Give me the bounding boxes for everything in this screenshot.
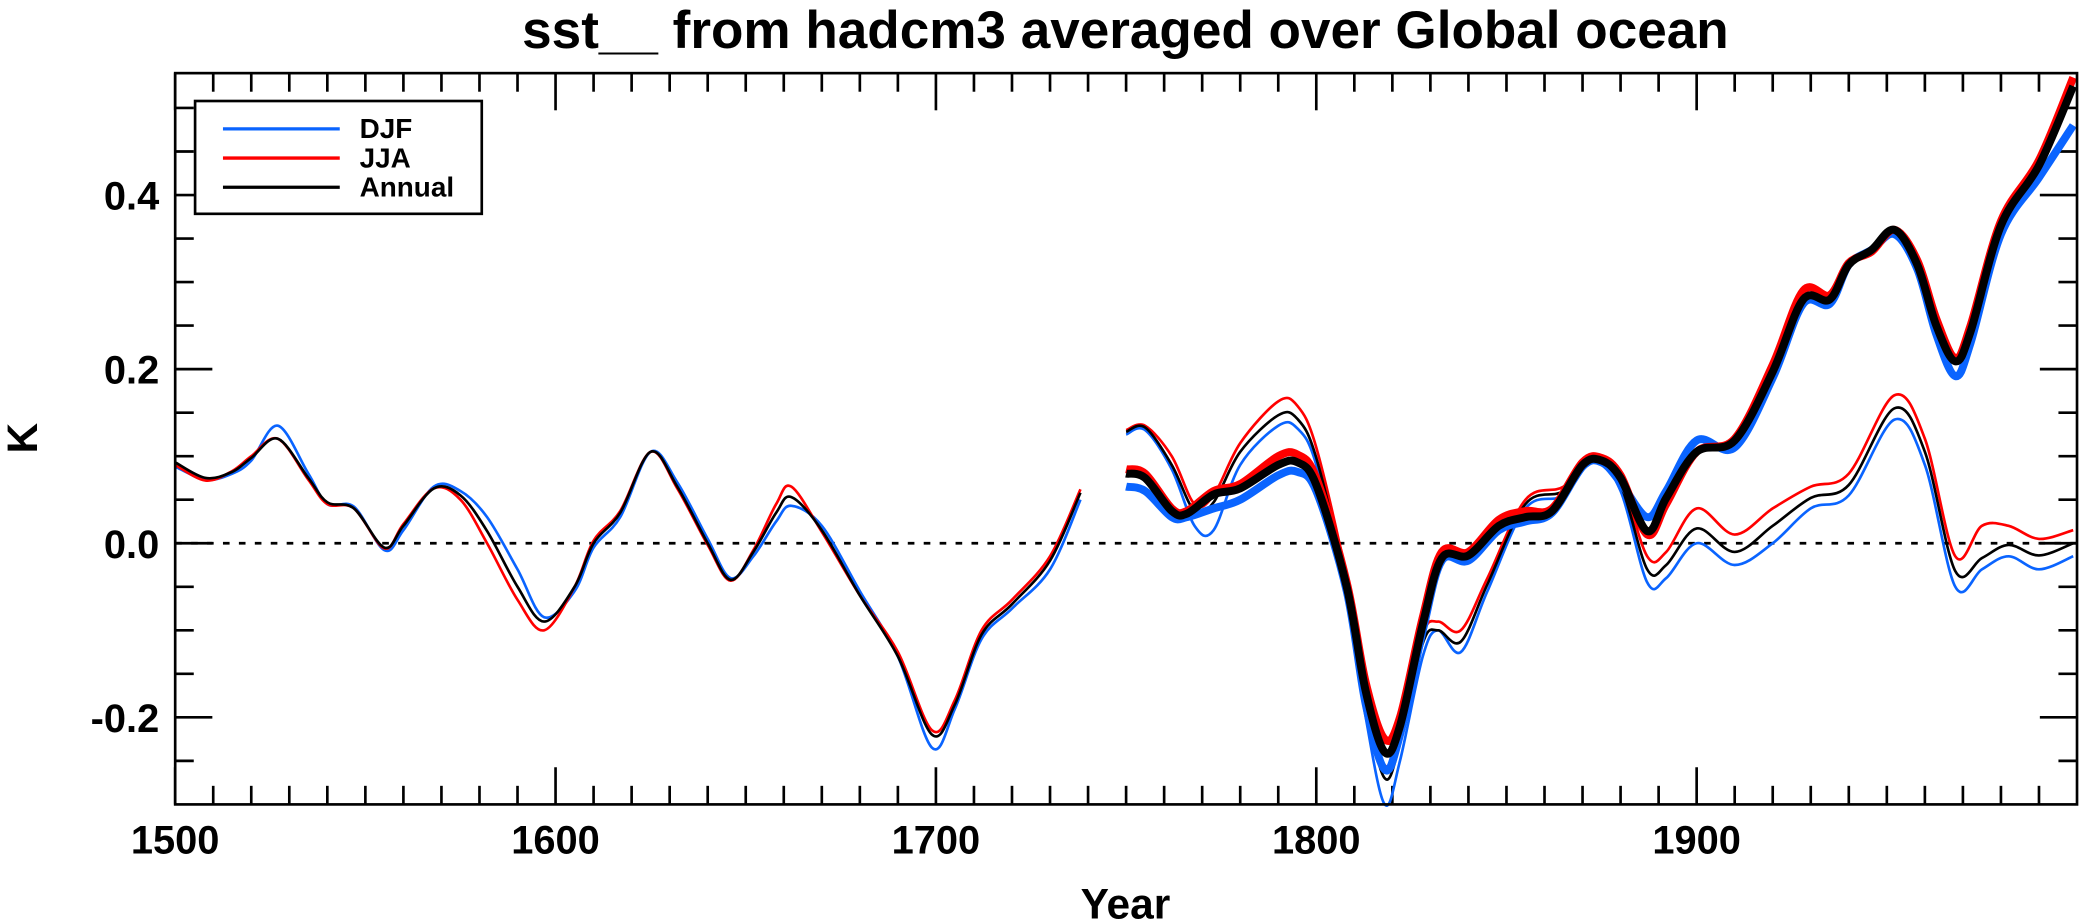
x-tick-label: 1700 — [892, 819, 981, 863]
x-tick-label: 1800 — [1272, 819, 1361, 863]
y-tick-label: -0.2 — [91, 697, 160, 741]
series-line-annual-thick — [1125, 84, 2077, 758]
chart-title: sst__ from hadcm3 averaged over Global o… — [522, 1, 1729, 60]
tick-labels: 1500 1600 1700 1800 1900 0.4 0.2 0.0 -0.2 — [91, 175, 1741, 863]
series-line-annual-thin — [174, 437, 1082, 738]
legend-label-jja: JJA — [360, 142, 411, 173]
series-line-djf-thin — [174, 424, 1082, 751]
x-tick-label: 1600 — [511, 819, 600, 863]
series-lines — [174, 75, 2077, 807]
legend: DJF JJA Annual — [193, 99, 484, 216]
y-tick-label: 0.0 — [104, 523, 159, 567]
plot-frame — [173, 71, 2079, 806]
x-axis-label: Year — [1081, 881, 1171, 924]
series-line-djf-thin — [1125, 417, 2074, 807]
axis-ticks — [173, 73, 2078, 805]
y-tick-label: 0.2 — [104, 349, 159, 393]
legend-label-annual: Annual — [360, 172, 454, 203]
x-tick-label: 1500 — [131, 819, 220, 863]
x-tick-label: 1900 — [1652, 819, 1741, 863]
y-axis-label: K — [0, 422, 46, 453]
series-line-djf-thick — [1125, 123, 2077, 775]
y-tick-label: 0.4 — [104, 175, 159, 219]
series-line-jja-thin — [1125, 393, 2074, 769]
legend-label-djf: DJF — [360, 113, 413, 144]
